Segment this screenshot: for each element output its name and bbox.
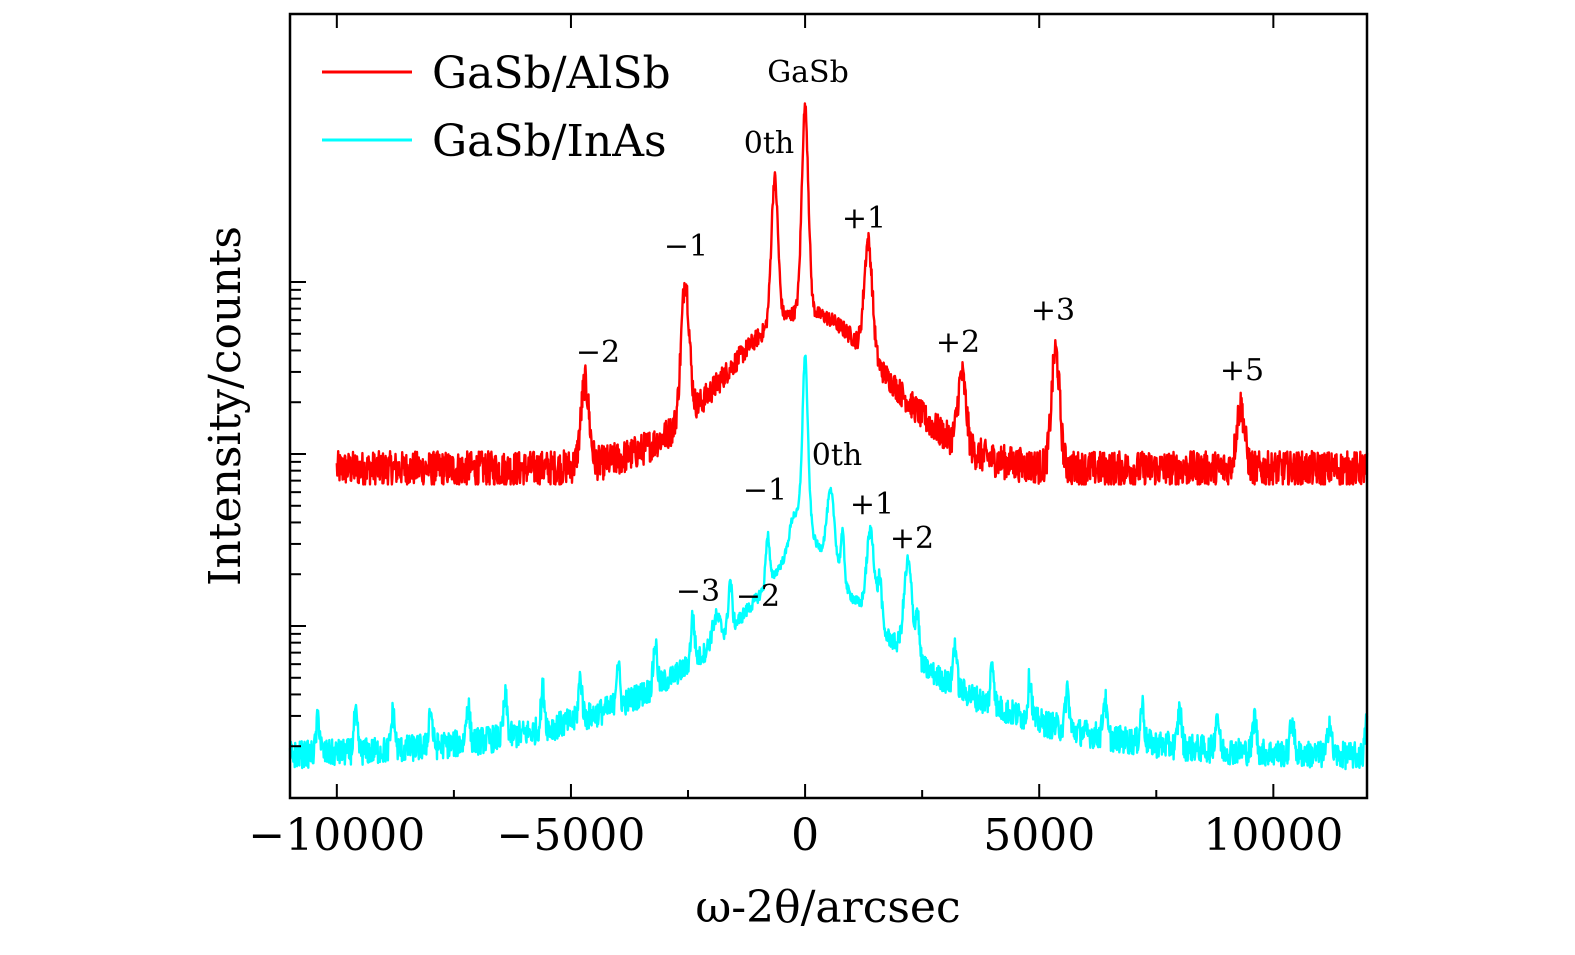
legend-label-gasb-alsb: GaSb/AlSb bbox=[432, 48, 671, 99]
y-axis-ticks bbox=[290, 281, 306, 799]
y-axis-title: Intensity/counts bbox=[200, 226, 251, 586]
peak-label: 0th bbox=[744, 126, 794, 161]
x-tick-label: 0 bbox=[791, 810, 819, 861]
plot-area-frame bbox=[288, 12, 1369, 800]
peak-label: +5 bbox=[1220, 353, 1264, 388]
x-axis-ticks bbox=[335, 14, 1275, 798]
peak-label: −1 bbox=[664, 229, 708, 264]
peak-label: +2 bbox=[936, 325, 980, 360]
x-axis-title: ω-2θ/arcsec bbox=[695, 882, 960, 933]
series-line-1 bbox=[288, 354, 1369, 771]
x-tick-label: 10000 bbox=[1203, 810, 1343, 861]
peak-label: −2 bbox=[736, 579, 780, 614]
peak-label: +3 bbox=[1031, 293, 1075, 328]
peak-label: +1 bbox=[850, 487, 894, 522]
peak-label: −1 bbox=[743, 473, 787, 508]
legend: GaSb/AlSb GaSb/InAs bbox=[322, 48, 671, 167]
peak-label: −3 bbox=[676, 574, 720, 609]
x-axis-tick-labels: −10000 −5000 0 5000 10000 bbox=[248, 810, 1343, 861]
peak-label: 0th bbox=[812, 438, 862, 473]
series-line-0 bbox=[335, 102, 1369, 486]
peak-label: GaSb bbox=[767, 55, 849, 90]
x-tick-label: −5000 bbox=[497, 810, 646, 861]
peak-label: +1 bbox=[842, 201, 886, 236]
legend-label-gasb-inas: GaSb/InAs bbox=[432, 116, 667, 167]
x-tick-label: 5000 bbox=[983, 810, 1095, 861]
series-layer bbox=[288, 102, 1369, 771]
peak-label: −2 bbox=[576, 335, 620, 370]
peak-label: +2 bbox=[890, 521, 934, 556]
x-tick-label: −10000 bbox=[248, 810, 425, 861]
